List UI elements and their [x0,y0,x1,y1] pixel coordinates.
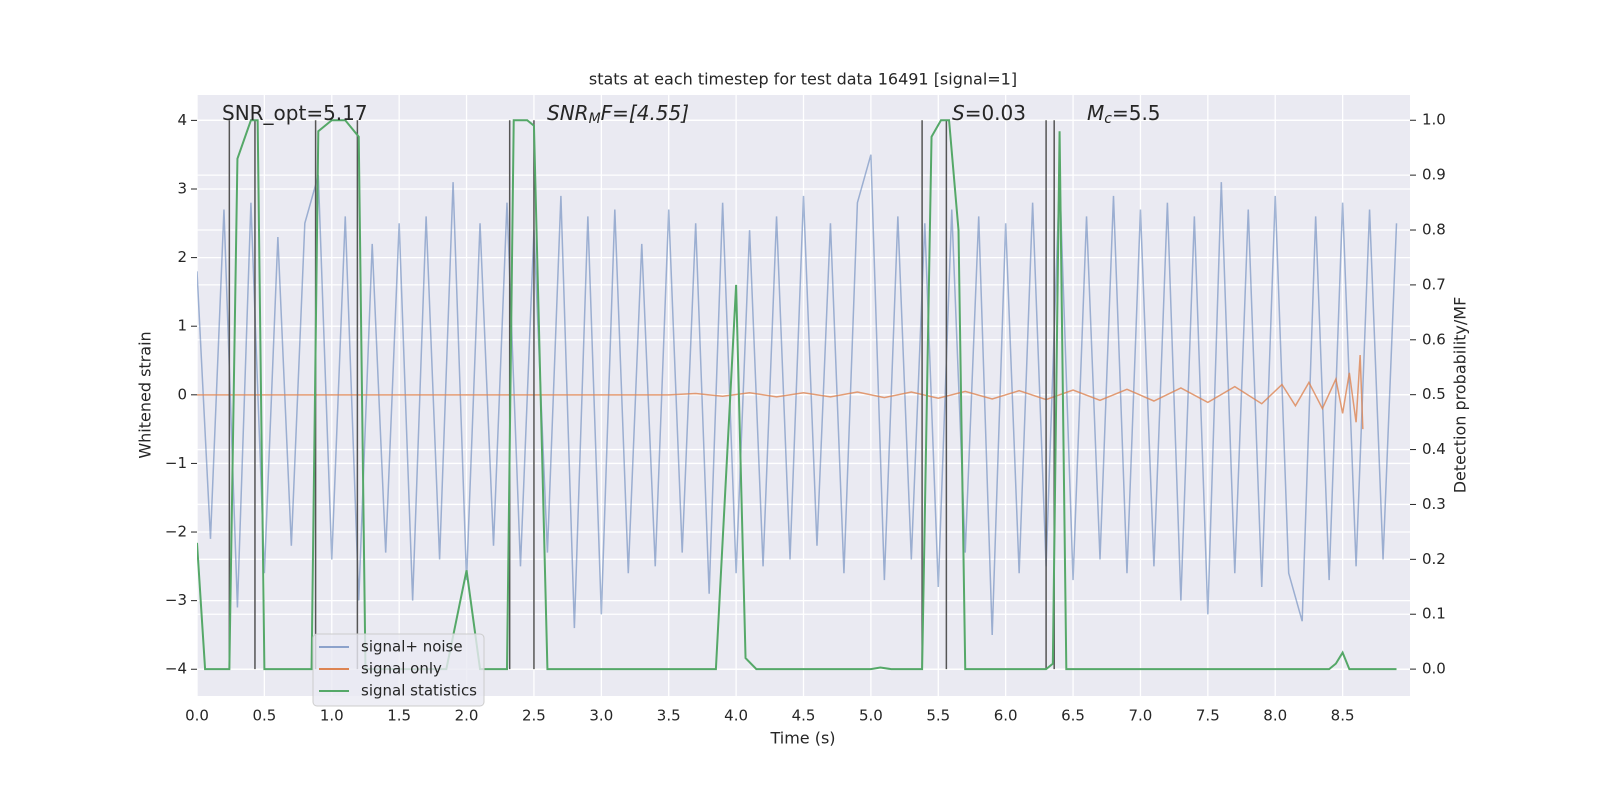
y-tick-label: −1 [165,454,187,472]
y2-tick-label: 0.2 [1422,550,1446,568]
annotation: SNR_opt=5.17 [222,101,368,125]
x-tick-label: 1.5 [387,707,411,725]
x-tick-label: 7.0 [1129,707,1153,725]
x-tick-label: 4.5 [792,707,816,725]
y-tick-label: 1 [177,317,187,335]
legend-box [312,633,485,707]
x-tick-label: 5.5 [926,707,950,725]
y2-tick-label: 0.9 [1422,166,1446,184]
y2-tick-label: 0.7 [1422,275,1446,293]
y-tick-label: 2 [177,248,187,266]
x-tick-label: 0.0 [185,707,209,725]
y-axis-label: Whitened strain [136,331,155,458]
x-tick-label: 3.0 [589,707,613,725]
annotation: S=0.03 [952,101,1026,125]
y2-axis-label: Detection probability/MF [1451,297,1470,494]
annotation-base: SNR [547,101,589,125]
y2-tick-label: 0.1 [1422,605,1446,623]
y-tick-label: −3 [165,591,187,609]
x-tick-label: 1.0 [320,707,344,725]
y2-tick-label: 0.5 [1422,385,1446,403]
y-tick-label: 3 [177,179,187,197]
x-tick-label: 7.5 [1196,707,1220,725]
y2-tick-label: 0.8 [1422,221,1446,239]
annotation-text: SNR_opt=5.17 [222,101,368,125]
x-tick-label: 6.0 [994,707,1018,725]
chart-title: stats at each timestep for test data 164… [589,70,1017,89]
annotation-base: M [1087,101,1104,125]
annotation: Mc=5.5 [1087,101,1161,128]
y-tick-label: 0 [177,385,187,403]
series-line [197,119,1397,671]
annotation-base: S [952,101,965,125]
y2-tick-label: 1.0 [1422,111,1446,129]
x-axis-label: Time (s) [769,729,835,748]
x-tick-label: 8.0 [1263,707,1287,725]
y-tick-label: −4 [165,660,187,678]
annotation: SNRMF=[4.55] [547,101,689,128]
annotation-tail: F=[4.55] [601,101,689,125]
y2-tick-label: 0.4 [1422,440,1446,458]
series-line [197,354,1364,430]
x-tick-label: 6.5 [1061,707,1085,725]
annotation-sub: M [589,111,601,127]
x-tick-label: 4.0 [724,707,748,725]
x-tick-label: 5.0 [859,707,883,725]
series-line [197,154,1398,635]
y-tick-label: −2 [165,523,187,541]
legend-label: signal only [361,660,442,678]
x-tick-label: 0.5 [252,707,276,725]
annotation-sub: c [1104,111,1112,127]
x-tick-label: 3.5 [657,707,681,725]
legend-label: signal statistics [361,682,477,700]
x-tick-label: 2.5 [522,707,546,725]
annotation-tail: =0.03 [965,101,1026,125]
y2-tick-label: 0.0 [1422,660,1446,678]
x-tick-label: 8.5 [1331,707,1355,725]
legend-label: signal+ noise [361,638,463,656]
y2-tick-label: 0.6 [1422,330,1446,348]
annotation-tail: =5.5 [1112,101,1161,125]
y-tick-label: 4 [177,111,187,129]
x-tick-label: 2.0 [455,707,479,725]
y2-tick-label: 0.3 [1422,495,1446,513]
